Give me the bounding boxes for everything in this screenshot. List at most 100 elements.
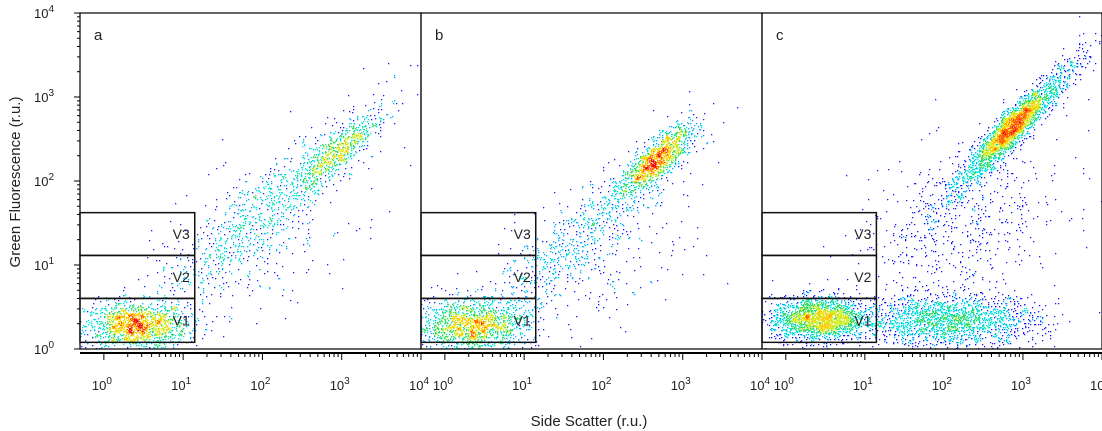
data-point bbox=[465, 336, 467, 338]
data-point bbox=[91, 312, 93, 314]
data-point bbox=[486, 328, 488, 330]
data-point bbox=[204, 261, 206, 263]
data-point bbox=[450, 327, 452, 329]
data-point bbox=[574, 220, 576, 222]
data-point bbox=[539, 335, 541, 337]
gate-label-v1: V1 bbox=[173, 312, 190, 328]
data-point bbox=[359, 130, 361, 132]
data-point bbox=[272, 204, 274, 206]
data-point bbox=[240, 216, 242, 218]
data-point bbox=[445, 322, 447, 324]
data-point bbox=[467, 310, 469, 312]
data-point bbox=[430, 319, 432, 321]
data-point bbox=[149, 332, 151, 334]
data-point bbox=[125, 336, 127, 338]
data-point bbox=[462, 338, 464, 340]
data-point bbox=[481, 289, 483, 291]
data-point bbox=[119, 332, 121, 334]
data-point bbox=[354, 131, 356, 133]
data-point bbox=[240, 197, 242, 199]
data-point bbox=[534, 337, 536, 339]
data-point bbox=[120, 334, 122, 336]
data-point bbox=[320, 134, 322, 136]
data-point bbox=[249, 224, 251, 226]
data-point bbox=[498, 324, 500, 326]
data-point bbox=[110, 324, 112, 326]
data-point bbox=[484, 326, 486, 328]
data-point bbox=[129, 297, 131, 299]
data-point bbox=[269, 247, 271, 249]
data-point bbox=[520, 315, 522, 317]
data-point bbox=[91, 325, 93, 327]
data-point bbox=[490, 345, 492, 347]
data-point bbox=[98, 296, 100, 298]
data-point bbox=[319, 166, 321, 168]
data-point bbox=[305, 173, 307, 175]
data-point bbox=[229, 321, 231, 323]
data-point bbox=[464, 299, 466, 301]
data-point bbox=[488, 307, 490, 309]
data-point bbox=[479, 309, 481, 311]
data-point bbox=[131, 326, 133, 328]
data-point bbox=[147, 320, 149, 322]
data-point bbox=[478, 326, 480, 328]
data-point bbox=[173, 344, 175, 346]
data-point bbox=[156, 328, 158, 330]
data-point bbox=[248, 256, 250, 258]
data-point bbox=[524, 335, 526, 337]
data-point bbox=[276, 232, 278, 234]
data-point bbox=[309, 187, 311, 189]
data-point bbox=[91, 323, 93, 325]
data-point bbox=[189, 332, 191, 334]
data-point bbox=[372, 124, 374, 126]
data-point bbox=[142, 322, 144, 324]
data-point bbox=[156, 320, 158, 322]
data-point bbox=[523, 277, 525, 279]
data-point bbox=[427, 321, 429, 323]
data-point bbox=[284, 185, 286, 187]
data-point bbox=[168, 319, 170, 321]
data-point bbox=[144, 333, 146, 335]
data-point bbox=[313, 169, 315, 171]
data-point bbox=[125, 322, 127, 324]
data-point bbox=[531, 327, 533, 329]
data-point bbox=[488, 313, 490, 315]
data-point bbox=[137, 330, 139, 332]
data-point bbox=[479, 336, 481, 338]
data-point bbox=[593, 208, 595, 210]
data-point bbox=[441, 309, 443, 311]
data-point bbox=[224, 316, 226, 318]
data-point bbox=[445, 338, 447, 340]
data-point bbox=[147, 275, 149, 277]
data-point bbox=[216, 257, 218, 259]
data-point bbox=[334, 156, 336, 158]
data-point bbox=[183, 323, 185, 325]
data-point bbox=[501, 328, 503, 330]
data-point bbox=[505, 335, 507, 337]
data-point bbox=[243, 258, 245, 260]
data-point bbox=[112, 327, 114, 329]
data-point bbox=[493, 322, 495, 324]
data-point bbox=[500, 322, 502, 324]
data-point bbox=[239, 205, 241, 207]
data-point bbox=[472, 307, 474, 309]
data-point bbox=[308, 173, 310, 175]
data-point bbox=[242, 209, 244, 211]
data-point bbox=[609, 236, 611, 238]
data-point bbox=[113, 337, 115, 339]
data-point bbox=[449, 331, 451, 333]
data-point bbox=[180, 339, 182, 341]
data-point bbox=[147, 257, 149, 259]
data-point bbox=[371, 156, 373, 158]
data-point bbox=[476, 335, 478, 337]
data-point bbox=[264, 224, 266, 226]
data-point bbox=[109, 333, 111, 335]
data-point bbox=[305, 182, 307, 184]
data-point bbox=[128, 331, 130, 333]
data-point bbox=[232, 295, 234, 297]
data-point bbox=[166, 325, 168, 327]
data-point bbox=[130, 344, 132, 346]
data-point bbox=[91, 321, 93, 323]
data-point bbox=[501, 316, 503, 318]
data-point bbox=[426, 311, 428, 313]
